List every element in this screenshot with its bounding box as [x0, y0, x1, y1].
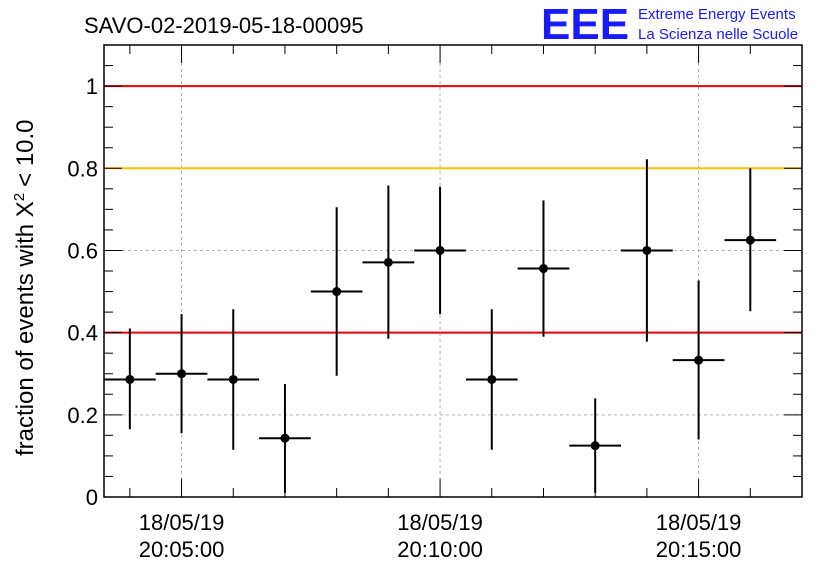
data-point	[228, 374, 238, 384]
y-tick-label: 0.2	[67, 403, 98, 428]
x-tick-label-date: 18/05/19	[397, 510, 483, 535]
x-tick-label-date: 18/05/19	[656, 510, 742, 535]
data-point	[177, 369, 187, 379]
y-axis-label-tail: < 10.0	[12, 119, 39, 186]
logo-letters: EEE	[541, 0, 629, 49]
logo-line-1: Extreme Energy Events	[638, 6, 796, 23]
data-point	[642, 245, 652, 255]
x-tick-label-time: 20:10:00	[397, 537, 483, 562]
data-point-group	[569, 398, 622, 493]
data-point	[538, 264, 548, 274]
reference-lines	[104, 85, 802, 334]
x-tick-label-date: 18/05/19	[139, 510, 225, 535]
y-tick-label: 0.8	[67, 156, 98, 181]
data-point	[125, 374, 135, 384]
chart-title: SAVO-02-2019-05-18-00095	[84, 13, 364, 38]
data-point	[487, 374, 497, 384]
data-point-group	[362, 185, 415, 339]
y-tick-label: 0.6	[67, 238, 98, 263]
y-axis-label: fraction of events with X2 < 10.0	[11, 119, 39, 456]
data-point-group	[465, 309, 518, 450]
data-point-group	[414, 186, 466, 315]
data-point	[745, 235, 755, 245]
data-point-group	[517, 200, 570, 337]
data-point	[435, 245, 445, 255]
grid	[104, 45, 802, 497]
data-point-group	[259, 384, 311, 493]
data-point	[590, 441, 600, 451]
data-point-group	[310, 207, 363, 376]
y-axis-label-main: fraction of events with X	[12, 201, 39, 456]
eee-logo: EEE Extreme Energy Events La Scienza nel…	[541, 0, 798, 49]
data-point-group	[621, 159, 673, 342]
x-tick-label-time: 20:05:00	[139, 537, 225, 562]
logo-line-2: La Scienza nelle Scuole	[638, 26, 798, 43]
data-point-group	[155, 314, 208, 434]
x-tick-label-time: 20:15:00	[656, 537, 742, 562]
y-tick-label: 1	[86, 74, 98, 99]
y-axis-label-superscript: 2	[11, 193, 28, 201]
data-point-group	[672, 280, 725, 440]
tick-labels: 00.20.40.60.8118/05/1920:05:0018/05/1920…	[67, 74, 741, 562]
y-tick-label: 0	[86, 485, 98, 510]
data-point-group	[207, 309, 260, 450]
data-point	[383, 257, 393, 267]
axis-ticks	[104, 44, 803, 498]
plot-frame	[103, 44, 803, 498]
data-points	[104, 159, 777, 493]
data-point-group	[724, 168, 777, 312]
data-point	[332, 287, 342, 297]
data-point	[694, 355, 704, 365]
data-point-group	[104, 328, 156, 430]
data-point	[280, 433, 290, 443]
y-tick-label: 0.4	[67, 321, 98, 346]
